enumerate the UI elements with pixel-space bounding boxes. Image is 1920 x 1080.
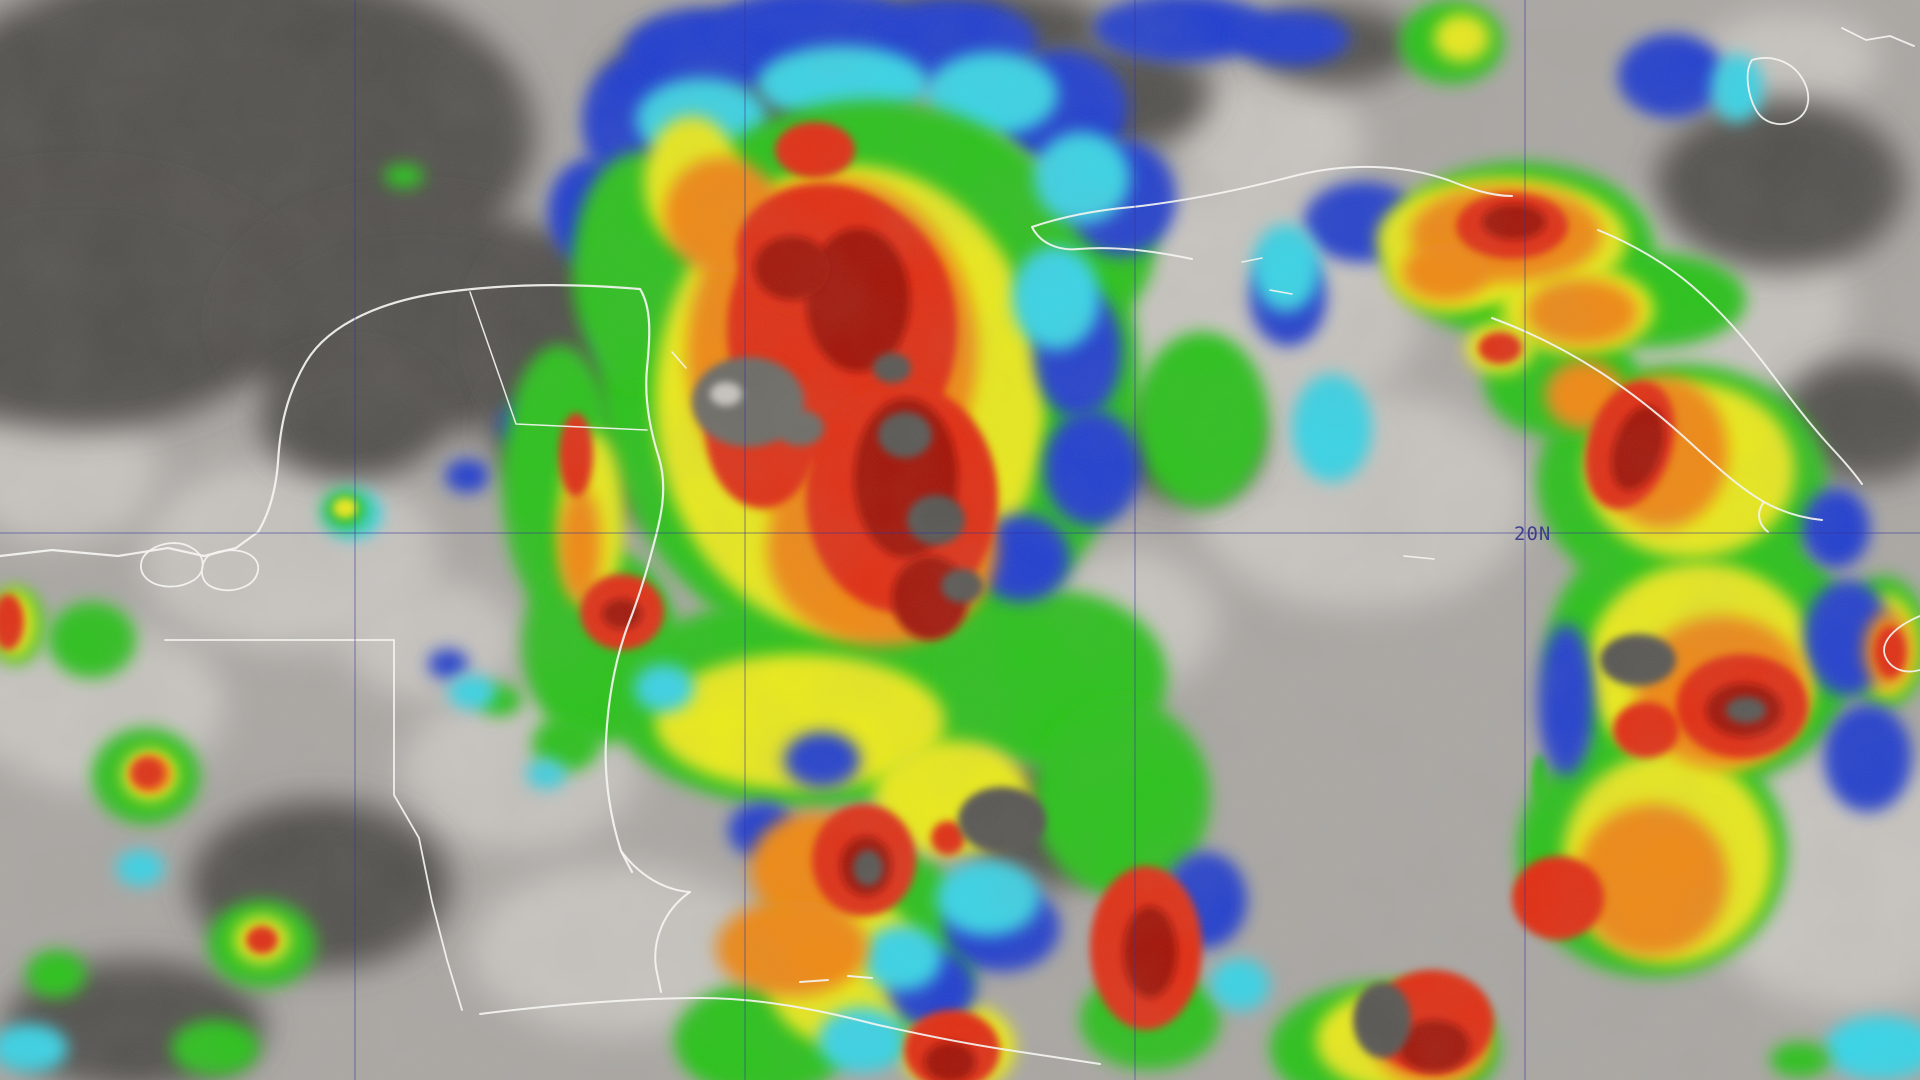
satellite-map-view: 20N bbox=[0, 0, 1920, 1080]
satellite-ir-image: 20N bbox=[0, 0, 1920, 1080]
image-grain-overlay bbox=[0, 0, 1920, 1080]
